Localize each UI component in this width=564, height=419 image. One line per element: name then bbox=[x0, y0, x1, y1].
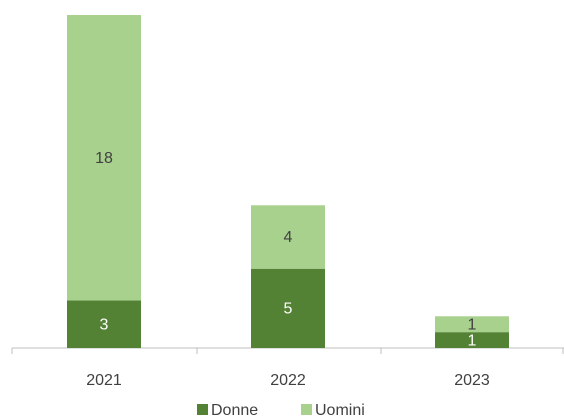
bar-segment bbox=[67, 300, 141, 348]
legend-swatch bbox=[301, 404, 312, 415]
legend-label: Donne bbox=[211, 402, 258, 419]
data-label: 5 bbox=[284, 301, 293, 318]
bar-segment bbox=[435, 332, 509, 348]
data-label: 4 bbox=[284, 229, 293, 246]
x-tick-label: 2021 bbox=[86, 372, 122, 389]
x-tick-label: 2022 bbox=[270, 372, 306, 389]
legend-label: Uomini bbox=[315, 402, 365, 419]
data-label: 1 bbox=[468, 316, 477, 333]
data-label: 1 bbox=[468, 332, 477, 349]
bar-segment bbox=[67, 15, 141, 301]
legend-swatch bbox=[197, 404, 208, 415]
x-tick-label: 2023 bbox=[454, 372, 490, 389]
bar-segment bbox=[435, 316, 509, 333]
bar-segment bbox=[251, 205, 325, 269]
data-label: 18 bbox=[95, 150, 113, 167]
data-label: 3 bbox=[100, 316, 109, 333]
bar-segment bbox=[251, 268, 325, 348]
